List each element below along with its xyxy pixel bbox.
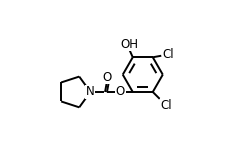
Text: OH: OH xyxy=(120,38,138,51)
Text: N: N xyxy=(86,85,94,98)
Text: Cl: Cl xyxy=(160,98,172,112)
Text: Cl: Cl xyxy=(162,48,173,61)
Text: N: N xyxy=(86,85,94,98)
Text: O: O xyxy=(102,71,111,84)
Text: O: O xyxy=(115,85,124,98)
